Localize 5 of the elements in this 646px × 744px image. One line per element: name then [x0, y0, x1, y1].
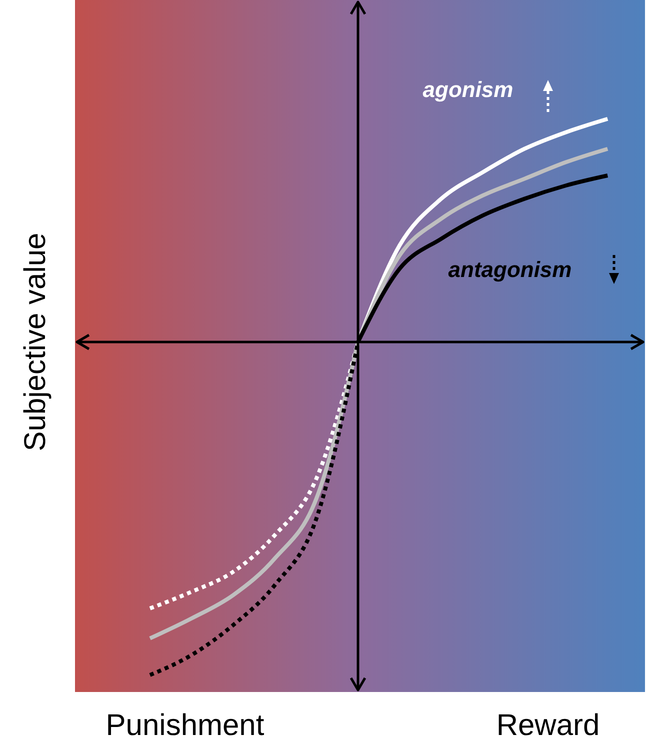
text: agonism — [422, 77, 514, 102]
y-axis-title: Subjective value — [19, 232, 52, 452]
annotation: antagonism — [448, 257, 572, 282]
text: Punishment — [106, 709, 265, 742]
text: Reward — [496, 709, 600, 742]
